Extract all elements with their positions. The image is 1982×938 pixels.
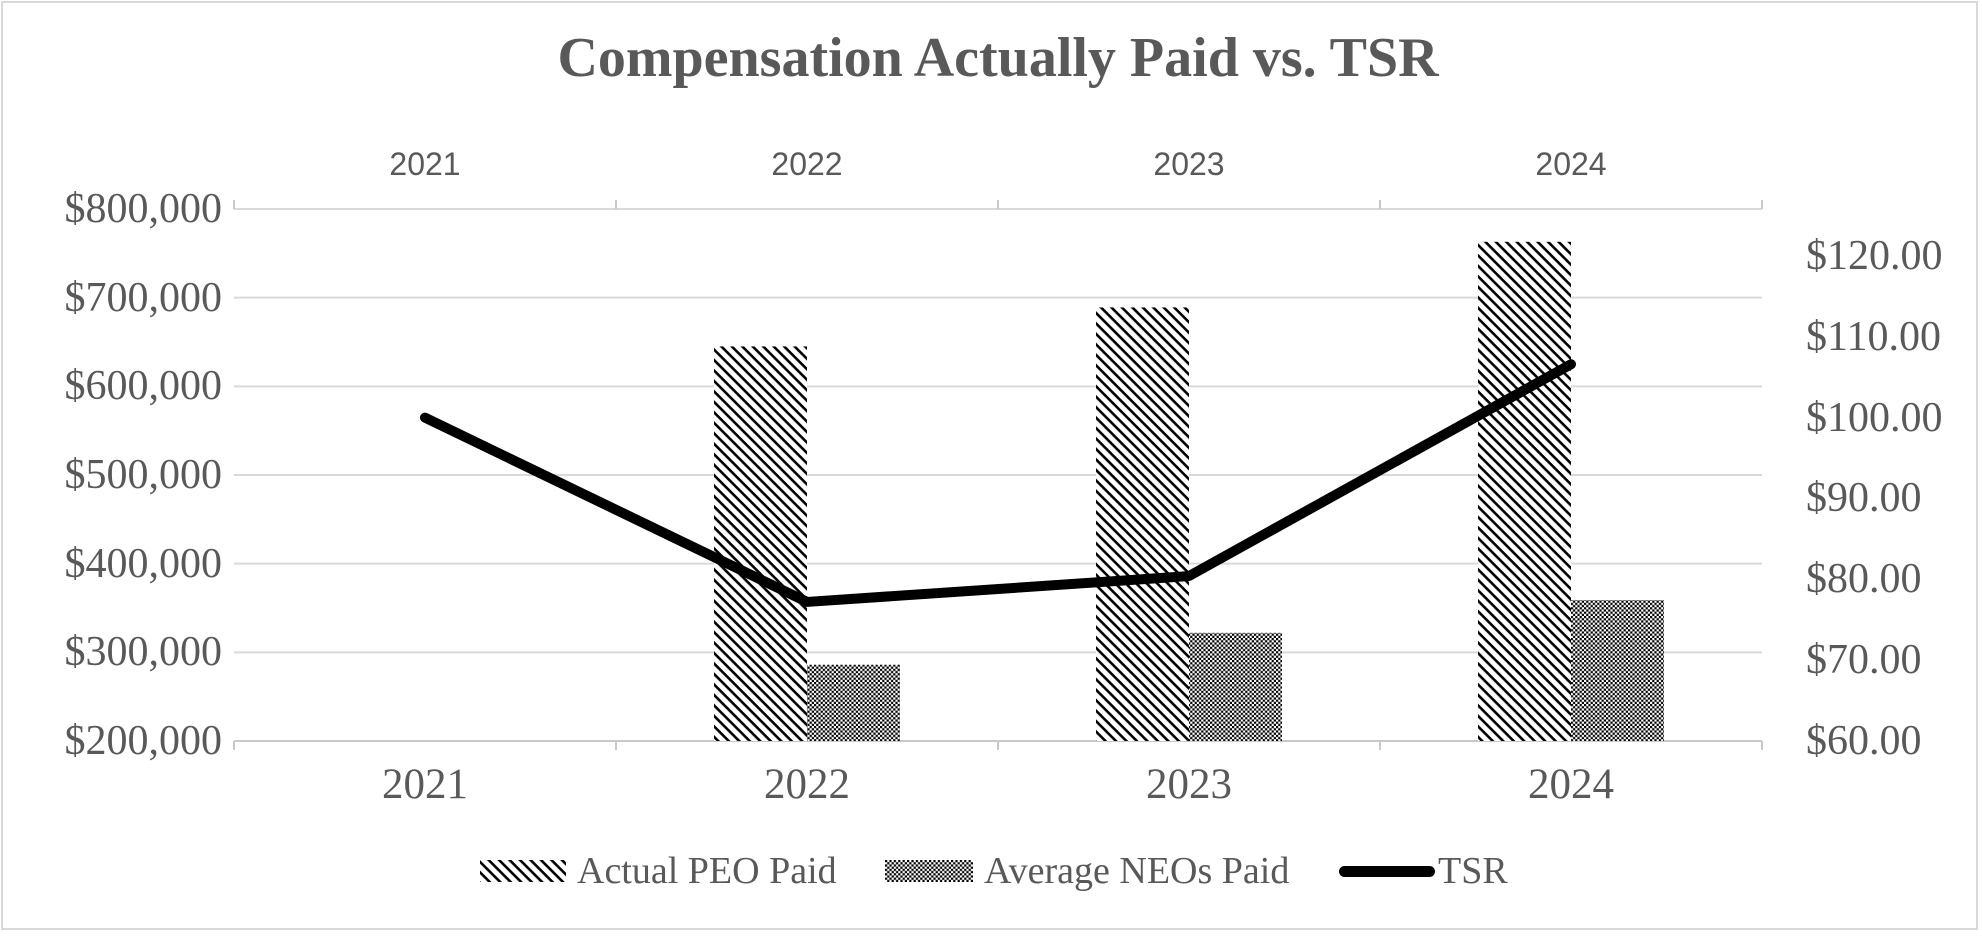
left-axis-tick-label: $200,000 — [64, 718, 223, 764]
bar-average-neos-paid-2023 — [1189, 632, 1282, 741]
left-axis-tick-label: $500,000 — [64, 452, 223, 498]
bar-average-neos-paid-2024 — [1571, 600, 1664, 741]
right-axis-tick-label: $70.00 — [1806, 637, 1922, 684]
bottom-axis-year-label: 2023 — [1146, 761, 1232, 808]
left-axis-tick-label: $600,000 — [64, 363, 223, 410]
legend-label-tsr: TSR — [1438, 850, 1508, 892]
right-axis-tick-label: $120.00 — [1806, 232, 1943, 279]
top-axis-year-label: 2024 — [1535, 146, 1607, 182]
right-axis-tick-label: $110.00 — [1806, 313, 1941, 360]
top-axis-year-label: 2021 — [389, 146, 461, 182]
left-axis-tick-label: $400,000 — [64, 540, 223, 587]
right-axis-tick-label: $100.00 — [1806, 394, 1943, 441]
right-axis-tick-label: $90.00 — [1806, 475, 1922, 522]
top-axis-year-label: 2022 — [771, 146, 843, 182]
legend-swatch-average-neos-paid — [885, 860, 973, 882]
right-axis-tick-label: $60.00 — [1806, 718, 1922, 764]
legend-swatch-actual-peo-paid — [480, 860, 566, 882]
right-axis-tick-label: $80.00 — [1806, 556, 1922, 603]
legend-label-actual-peo-paid: Actual PEO Paid — [577, 850, 837, 892]
chart-title: Compensation Actually Paid vs. TSR — [557, 27, 1439, 89]
bar-actual-peo-paid-2024 — [1478, 241, 1571, 741]
legend-swatch-tsr-line — [1339, 866, 1435, 877]
legend-label-average-neos-paid: Average NEOs Paid — [984, 850, 1290, 892]
bottom-axis-year-label: 2024 — [1528, 761, 1614, 808]
bottom-axis-year-label: 2021 — [382, 761, 468, 808]
left-axis-tick-label: $300,000 — [64, 629, 223, 676]
left-axis-tick-label: $800,000 — [64, 186, 223, 232]
top-axis-year-label: 2023 — [1153, 146, 1225, 182]
bar-actual-peo-paid-2023 — [1096, 307, 1189, 741]
bar-average-neos-paid-2022 — [807, 664, 900, 741]
bar-actual-peo-paid-2022 — [714, 346, 807, 741]
bar-series — [714, 241, 1664, 741]
bottom-axis-year-label: 2022 — [764, 761, 850, 808]
tsr-line-series — [420, 359, 1576, 607]
tsr-line — [420, 359, 1576, 607]
left-axis-tick-label: $700,000 — [64, 274, 223, 321]
